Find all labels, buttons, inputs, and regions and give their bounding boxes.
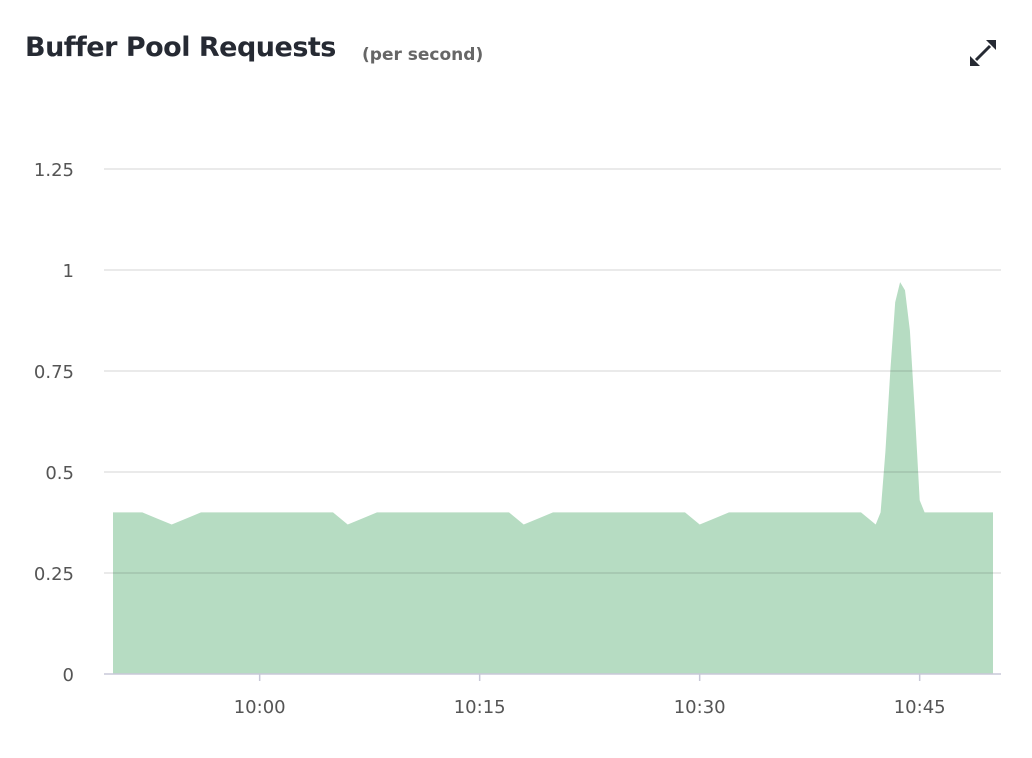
y-tick-label: 1 <box>63 261 74 282</box>
x-tick-label: 10:45 <box>894 697 946 718</box>
y-tick-label: 0.25 <box>34 564 74 585</box>
x-tick-label: 10:00 <box>234 697 286 718</box>
y-tick-label: 0.5 <box>45 463 74 484</box>
y-tick-label: 0.75 <box>34 362 74 383</box>
x-tick-label: 10:30 <box>674 697 726 718</box>
series-area <box>113 282 993 674</box>
x-tick-label: 10:15 <box>454 697 506 718</box>
chart-title: Buffer Pool Requests <box>25 32 336 63</box>
expand-arrows-icon[interactable] <box>968 38 998 68</box>
y-tick-label: 0 <box>63 665 74 686</box>
y-tick-label: 1.25 <box>34 160 74 181</box>
chart-subtitle: (per second) <box>362 45 484 65</box>
